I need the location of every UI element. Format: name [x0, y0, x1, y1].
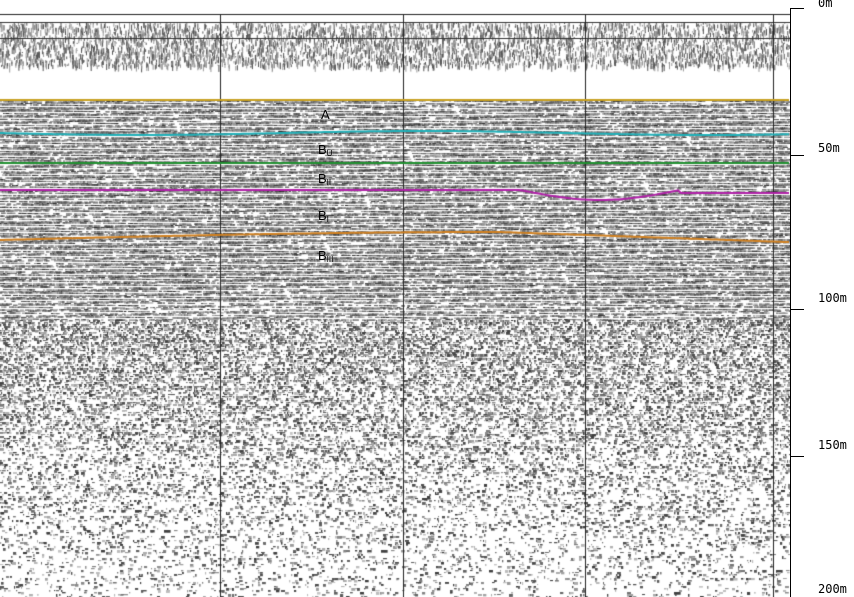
depth-label-0: 0m: [818, 0, 833, 10]
depth-tick-150: [790, 456, 804, 457]
seismic-record-canvas: [0, 0, 790, 597]
depth-label-150: 150m: [818, 438, 847, 452]
unit-label-bu: BU: [318, 142, 333, 158]
depth-label-50: 50m: [818, 141, 840, 155]
unit-label-biii: BIII: [318, 248, 334, 264]
seismic-profile: A BU BII BI BIII: [0, 0, 790, 597]
depth-label-100: 100m: [818, 291, 847, 305]
depth-scale: 0m 50m 100m 150m 200m: [790, 0, 854, 597]
unit-label-a: A: [321, 107, 330, 122]
depth-tick-50: [790, 155, 804, 156]
depth-axis-line: [790, 8, 791, 597]
depth-tick-0: [790, 8, 804, 9]
unit-label-bi: BI: [318, 208, 329, 224]
depth-tick-100: [790, 309, 804, 310]
unit-label-bii: BII: [318, 171, 332, 187]
depth-label-200: 200m: [818, 582, 847, 596]
